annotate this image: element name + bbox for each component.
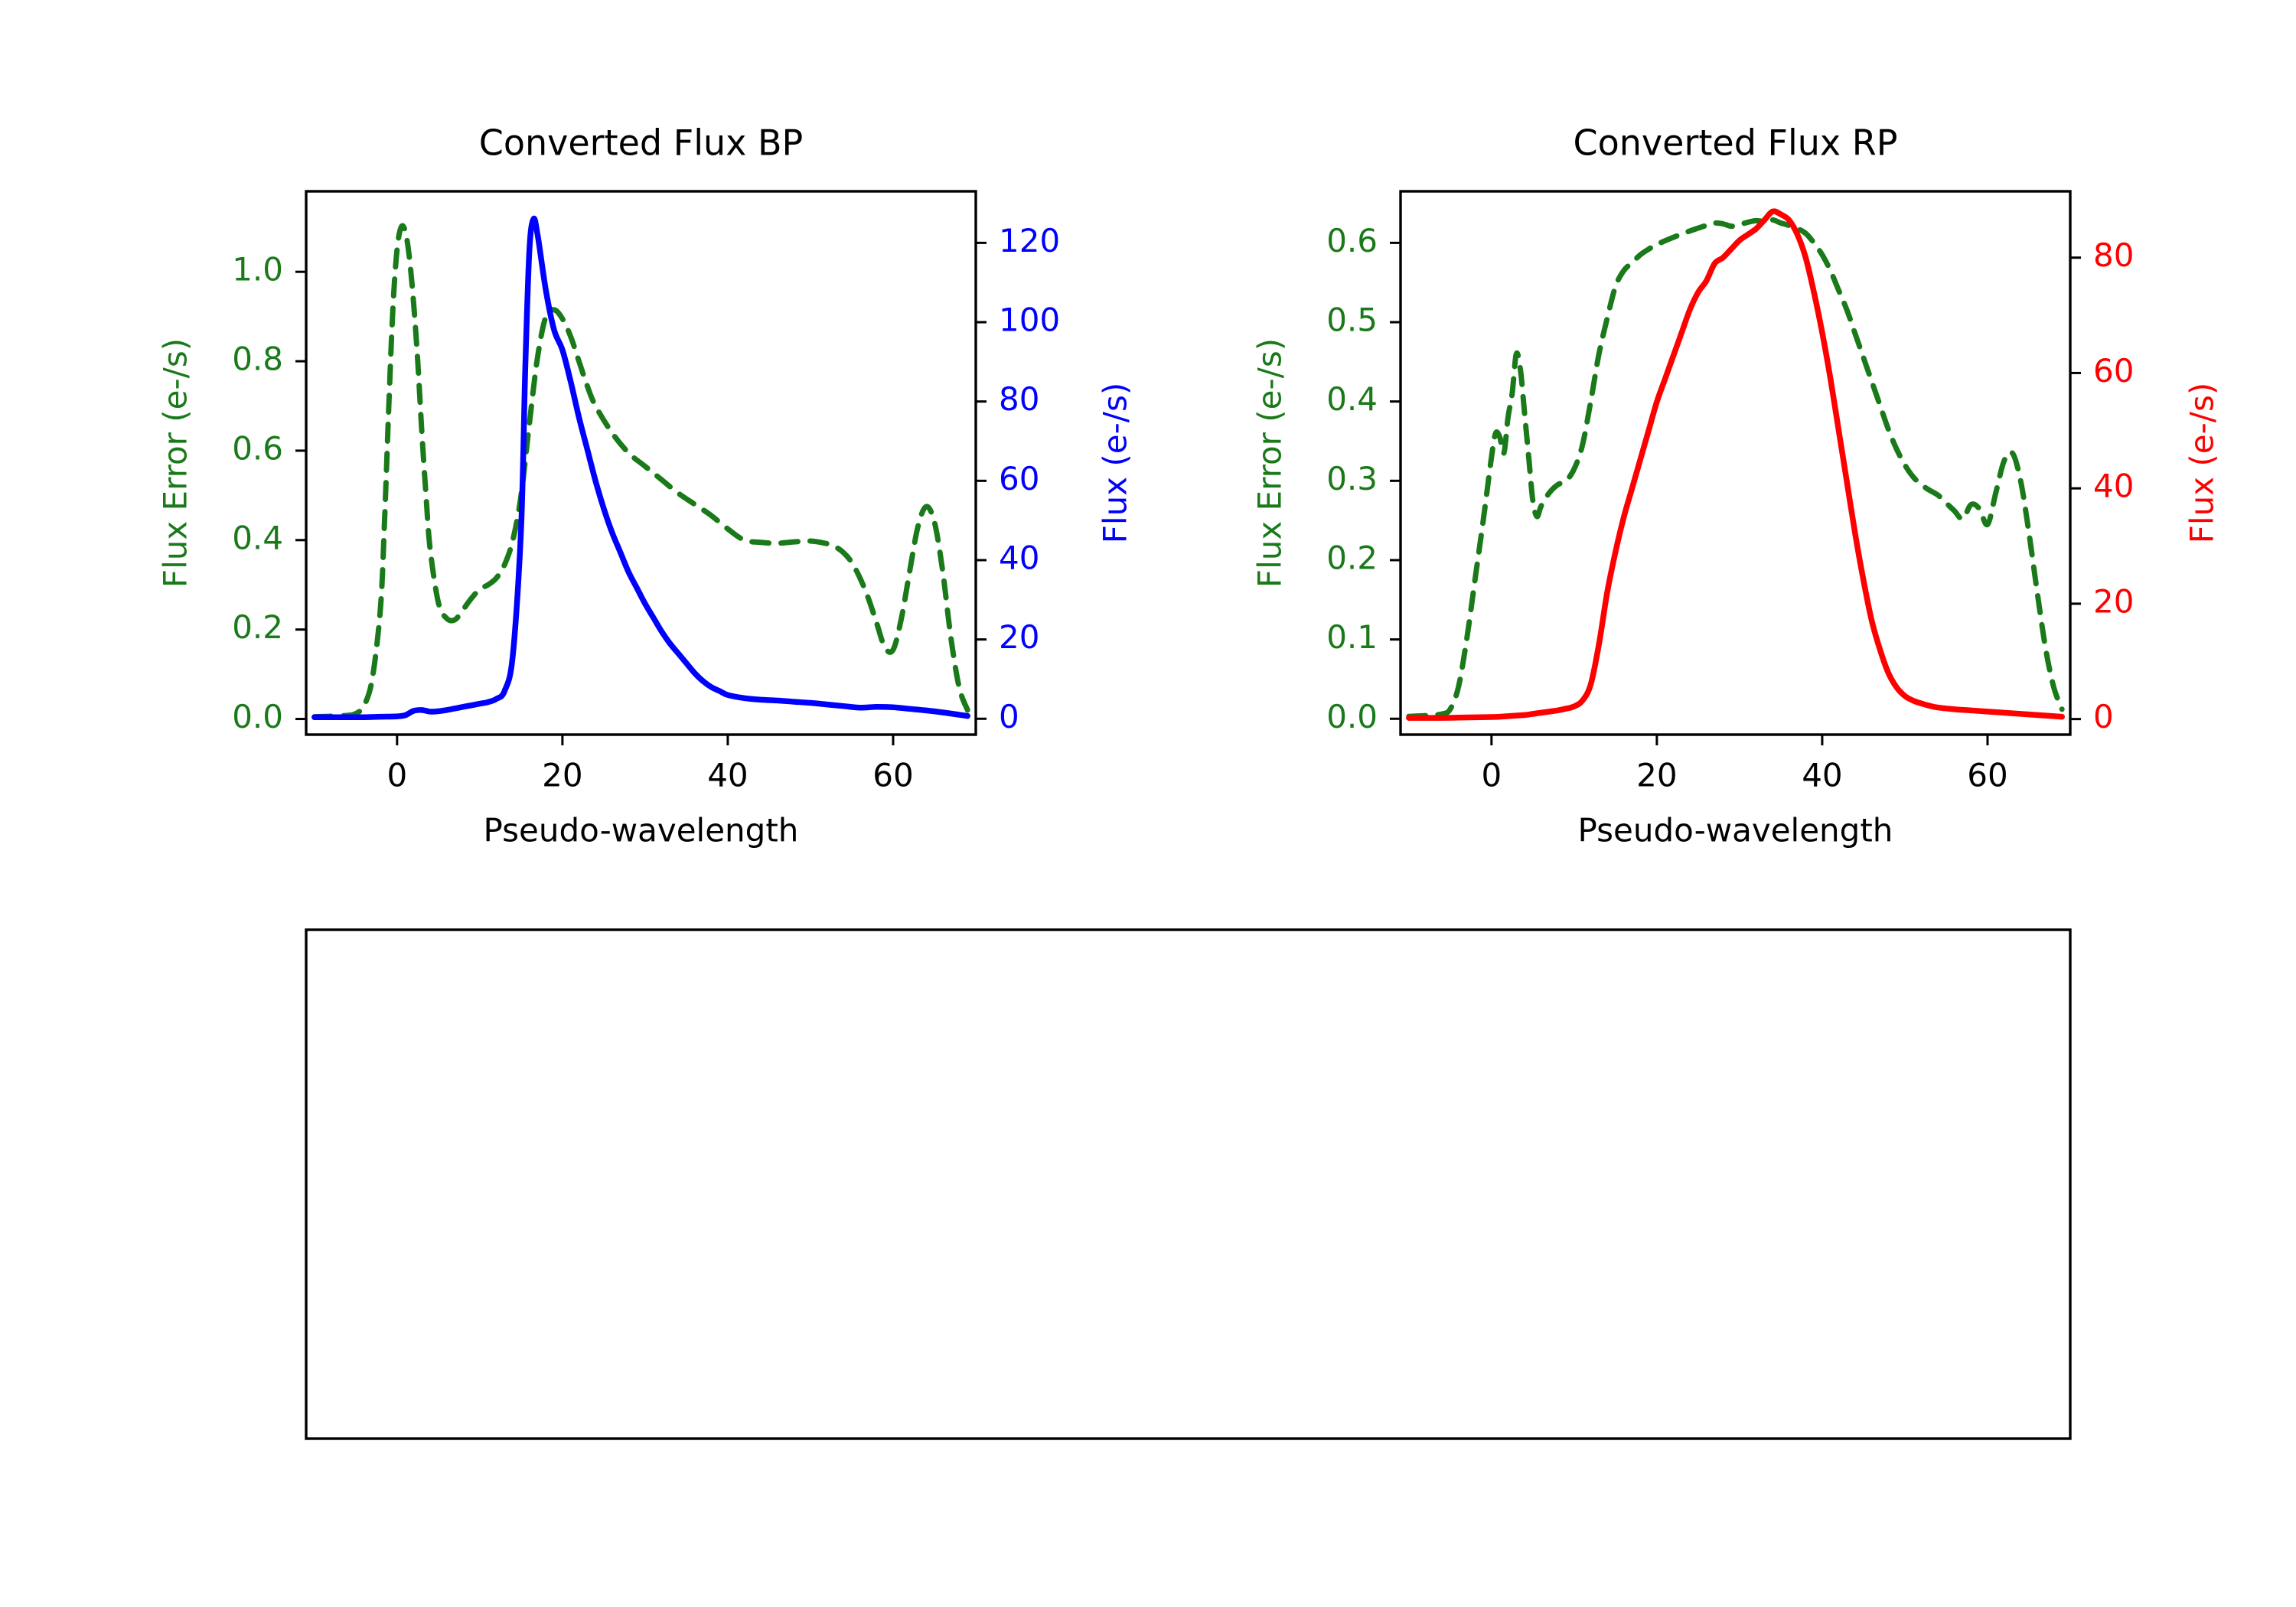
rp-xtick-label: 60 — [1967, 757, 2007, 794]
rp-curve-rp — [1406, 208, 2065, 721]
bp-xtick-label: 40 — [707, 757, 748, 794]
bp-panel-title: Converted Flux BP — [479, 122, 804, 164]
rp-ytick-left-label: 0.0 — [1326, 698, 1378, 735]
bp-ytick-left-label: 0.2 — [232, 608, 283, 646]
rp-ytick-left-label: 0.2 — [1326, 539, 1378, 576]
rp-xtick-label: 0 — [1481, 757, 1502, 794]
rp-axes-frame — [1399, 190, 2072, 736]
bp-xtick-label: 20 — [542, 757, 582, 794]
rp-ytick-right-label: 0 — [2093, 698, 2114, 735]
rp-xtick-label: 20 — [1636, 757, 1677, 794]
bp-ytick-left-label: 0.8 — [232, 341, 283, 378]
bp-ytick-right-label: 40 — [999, 539, 1039, 576]
rp-ytick-left-label: 0.4 — [1326, 380, 1378, 418]
bp-ytick-right-label: 100 — [999, 302, 1060, 339]
rp-ytick-right-label: 60 — [2093, 352, 2134, 390]
bp-ytick-right-label: 60 — [999, 460, 1039, 497]
rp-ytick-left-label: 0.6 — [1326, 222, 1378, 259]
bp-ylabel-left: Flux Error (e-/s) — [157, 338, 194, 588]
cal-axes-frame — [305, 928, 2072, 1440]
rp-xlabel: Pseudo-wavelength — [1578, 812, 1893, 849]
rp-ytick-left-label: 0.5 — [1326, 302, 1378, 339]
bp-xtick-label: 60 — [872, 757, 913, 794]
bp-ytick-left-label: 1.0 — [232, 251, 283, 288]
rp-ytick-left-label: 0.3 — [1326, 460, 1378, 497]
bp-xtick-label: 0 — [386, 757, 407, 794]
rp-ytick-right-label: 40 — [2093, 468, 2134, 505]
bp-axes-frame — [305, 190, 977, 736]
bp-curve-bp — [311, 215, 970, 720]
rp-xtick-label: 40 — [1802, 757, 1842, 794]
rp-panel-title: Converted Flux RP — [1574, 122, 1898, 164]
rp-ytick-left-label: 0.1 — [1326, 618, 1378, 656]
bp-ytick-left-label: 0.6 — [232, 429, 283, 467]
bp-ylabel-right: Flux (e-/s) — [1097, 383, 1134, 543]
bp-curve-bp-error — [311, 223, 970, 720]
bp-ytick-right-label: 120 — [999, 222, 1060, 259]
bp-ytick-right-label: 0 — [999, 698, 1019, 735]
bp-ytick-right-label: 20 — [999, 618, 1039, 656]
rp-ylabel-left: Flux Error (e-/s) — [1251, 338, 1289, 588]
bp-ytick-right-label: 80 — [999, 380, 1039, 418]
bp-ytick-left-label: 0.4 — [232, 519, 283, 556]
bp-ytick-left-label: 0.0 — [232, 698, 283, 735]
rp-curve-rp-error — [1406, 217, 2065, 719]
rp-ytick-right-label: 20 — [2093, 582, 2134, 620]
rp-ylabel-right: Flux (e-/s) — [2183, 383, 2221, 543]
bp-xlabel: Pseudo-wavelength — [484, 812, 799, 849]
rp-ytick-right-label: 80 — [2093, 236, 2134, 274]
